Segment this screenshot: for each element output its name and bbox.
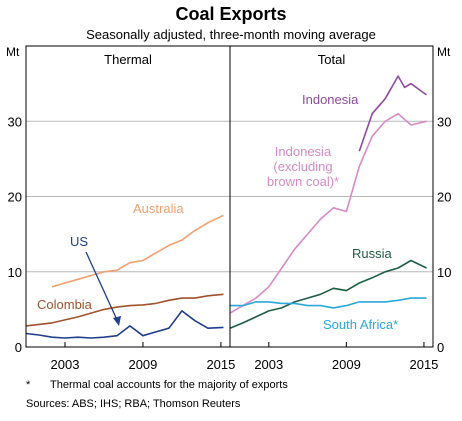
series-label-south_africa: South Africa* [323,317,398,332]
chart-title: Coal Exports [175,4,286,24]
us-pointer-line [85,251,119,323]
series-label-line: brown coal)* [267,174,339,189]
x-tick-label: 2003 [254,357,283,372]
y-tick-right: 0 [437,340,444,355]
series-line-indonesia_ex [229,112,427,314]
series-label-colombia: Colombia [37,297,93,312]
y-tick-right: 10 [437,265,451,280]
y-unit-left: Mt [6,45,20,59]
series-line-south_africa [230,297,427,309]
x-tick-label: 2015 [206,357,235,372]
y-tick-left: 10 [8,265,22,280]
us-pointer-arrowhead [113,316,121,326]
panel-title-0: Thermal [104,52,152,67]
series-label-us: US [70,234,88,249]
series-line-australia [51,214,224,288]
x-tick-label: 2003 [51,357,80,372]
x-tick-label: 2009 [128,357,157,372]
y-tick-left: 0 [15,340,22,355]
sources: Sources: ABS; IHS; RBA; Thomson Reuters [26,398,241,410]
footnote: * Thermal coal accounts for the majority … [0,379,288,391]
y-tick-right: 30 [437,114,451,129]
chart-subtitle: Seasonally adjusted, three-month moving … [86,27,376,42]
footnote-marker: * [26,379,31,391]
series-label-russia: Russia [352,246,393,261]
series-line-indonesia [358,75,427,152]
series-label-australia: Australia [133,201,184,216]
x-tick-label: 2015 [409,357,438,372]
series-label-indonesia: Indonesia [302,92,359,107]
series-line-us [25,310,224,339]
series-label-line: Indonesia [275,144,332,159]
panel-title-1: Total [318,52,346,67]
y-tick-left: 30 [8,114,22,129]
coal-exports-chart: Coal Exports Seasonally adjusted, three-… [6,4,451,372]
series-label-line: (excluding [273,159,332,174]
footnote-text: Thermal coal accounts for the majority o… [50,379,288,391]
plot-area: 0 0 10 10 20 20 30 30 Thermal 2003 2009 2015 Austral… [8,45,451,372]
y-unit-right: Mt [437,45,451,59]
y-tick-right: 20 [437,190,451,205]
x-tick-label: 2009 [332,357,361,372]
series-line-colombia [25,293,224,327]
y-tick-left: 20 [8,190,22,205]
series-label-indonesia_ex: Indonesia (excluding brown coal)* [267,144,339,189]
series-line-russia [229,259,427,329]
